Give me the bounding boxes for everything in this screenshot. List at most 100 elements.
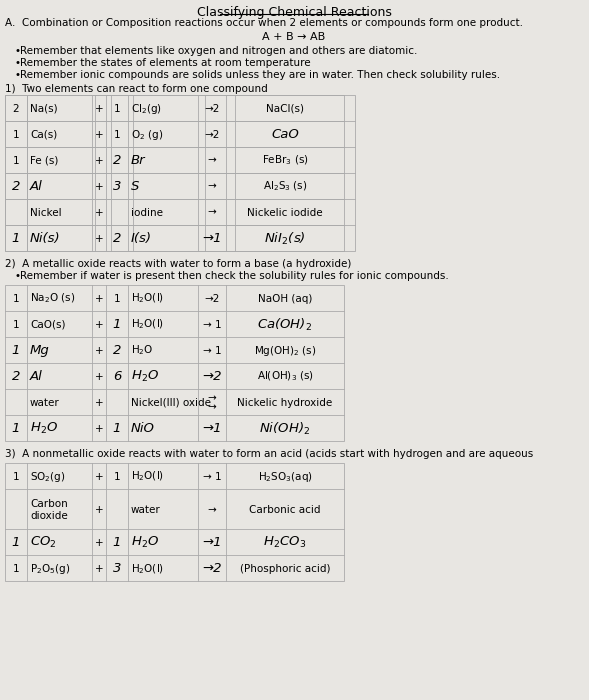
Text: 2: 2 <box>13 104 19 113</box>
Text: NaCl(s): NaCl(s) <box>266 104 304 113</box>
Text: →: → <box>208 155 216 165</box>
Text: +: + <box>95 372 103 382</box>
Text: →2: →2 <box>202 370 221 383</box>
Text: H$_2$O: H$_2$O <box>131 369 159 384</box>
Text: NiO: NiO <box>131 422 155 435</box>
Text: S: S <box>131 180 140 193</box>
Text: Al: Al <box>30 180 43 193</box>
Text: Na(s): Na(s) <box>30 104 58 113</box>
Text: +: + <box>95 319 103 330</box>
Text: NiI$_2$(s): NiI$_2$(s) <box>264 230 306 246</box>
Text: Carbonic acid: Carbonic acid <box>249 505 321 515</box>
Text: 1: 1 <box>13 319 19 330</box>
Text: →: → <box>208 181 216 192</box>
Text: NaOH (aq): NaOH (aq) <box>258 293 312 304</box>
Text: Al(OH)$_3$ (s): Al(OH)$_3$ (s) <box>257 370 313 384</box>
Text: Na$_2$O (s): Na$_2$O (s) <box>30 292 75 305</box>
Bar <box>5 95 344 251</box>
Text: H$_2$O(l): H$_2$O(l) <box>131 318 164 331</box>
Text: +: + <box>95 293 103 304</box>
Text: H$_2$O(l): H$_2$O(l) <box>131 470 164 483</box>
Text: 1: 1 <box>114 130 120 139</box>
Text: →2: →2 <box>204 104 220 113</box>
Text: 1: 1 <box>13 564 19 574</box>
Text: +: + <box>95 346 103 356</box>
Text: iodine: iodine <box>131 207 163 218</box>
Text: Remember the states of elements at room temperature: Remember the states of elements at room … <box>20 58 310 68</box>
Text: 1: 1 <box>113 318 121 331</box>
Text: O$_2$ (g): O$_2$ (g) <box>131 127 163 141</box>
Text: Br: Br <box>131 154 145 167</box>
Text: •: • <box>14 70 20 80</box>
Text: CO$_2$: CO$_2$ <box>30 536 57 550</box>
Text: 1: 1 <box>13 472 19 482</box>
Text: Ni(s): Ni(s) <box>30 232 61 245</box>
Text: Al$_2$S$_3$ (s): Al$_2$S$_3$ (s) <box>263 180 307 193</box>
Text: +: + <box>95 398 103 407</box>
Text: 6: 6 <box>113 370 121 383</box>
Text: 3)  A nonmetallic oxide reacts with water to form an acid (acids start with hydr: 3) A nonmetallic oxide reacts with water… <box>5 449 533 459</box>
Text: 1: 1 <box>114 104 120 113</box>
Text: Ni(OH)$_2$: Ni(OH)$_2$ <box>259 421 310 437</box>
Text: A.  Combination or Composition reactions occur when 2 elements or compounds form: A. Combination or Composition reactions … <box>5 18 523 28</box>
Text: Ca(s): Ca(s) <box>30 130 57 139</box>
Text: Nickel: Nickel <box>30 207 62 218</box>
Text: Nickelic iodide: Nickelic iodide <box>247 207 323 218</box>
Text: 2)  A metallic oxide reacts with water to form a base (a hydroxide): 2) A metallic oxide reacts with water to… <box>5 259 352 269</box>
Text: CaO: CaO <box>271 128 299 141</box>
Text: Mg(OH)$_2$ (s): Mg(OH)$_2$ (s) <box>254 344 316 358</box>
Text: 2: 2 <box>113 232 121 245</box>
Text: Nickelic hydroxide: Nickelic hydroxide <box>237 398 333 407</box>
Text: H$_2$O: H$_2$O <box>30 421 58 436</box>
Text: → 1: → 1 <box>203 346 221 356</box>
Text: H$_2$O(l): H$_2$O(l) <box>131 562 164 575</box>
Text: →1: →1 <box>202 536 221 550</box>
Text: SO$_2$(g): SO$_2$(g) <box>30 470 65 484</box>
Text: Cl$_2$(g): Cl$_2$(g) <box>131 102 162 116</box>
Text: H$_2$O: H$_2$O <box>131 536 159 550</box>
Text: H$_2$CO$_3$: H$_2$CO$_3$ <box>263 536 307 550</box>
Text: Remember that elements like oxygen and nitrogen and others are diatomic.: Remember that elements like oxygen and n… <box>20 46 418 56</box>
Text: →2: →2 <box>204 130 220 139</box>
Text: →: → <box>208 393 216 403</box>
Text: water: water <box>131 505 161 515</box>
Text: →2: →2 <box>202 562 221 575</box>
Text: 1: 1 <box>12 536 20 550</box>
Text: 3: 3 <box>113 180 121 193</box>
Text: 1)  Two elements can react to form one compound: 1) Two elements can react to form one co… <box>5 84 268 94</box>
Text: H$_2$SO$_3$(aq): H$_2$SO$_3$(aq) <box>257 470 312 484</box>
Bar <box>5 463 344 581</box>
Text: 2: 2 <box>113 344 121 357</box>
Bar <box>5 95 355 251</box>
Text: Fe (s): Fe (s) <box>30 155 58 165</box>
Text: Classifying Chemical Reactions: Classifying Chemical Reactions <box>197 6 392 19</box>
Text: Nickel(III) oxide: Nickel(III) oxide <box>131 398 211 407</box>
Text: H$_2$O: H$_2$O <box>131 344 154 358</box>
Bar <box>5 285 344 441</box>
Text: 2: 2 <box>12 370 20 383</box>
Text: +: + <box>95 181 103 192</box>
Text: Carbon
dioxide: Carbon dioxide <box>30 499 68 521</box>
Text: 1: 1 <box>13 155 19 165</box>
Text: +: + <box>95 538 103 548</box>
Text: 1: 1 <box>114 293 120 304</box>
Text: Remember ionic compounds are solids unless they are in water. Then check solubil: Remember ionic compounds are solids unle… <box>20 70 500 80</box>
Text: → 1: → 1 <box>203 472 221 482</box>
Text: 2: 2 <box>113 154 121 167</box>
Text: +: + <box>95 424 103 433</box>
Text: →2: →2 <box>204 293 220 304</box>
Text: FeBr$_3$ (s): FeBr$_3$ (s) <box>262 154 308 167</box>
Text: →1: →1 <box>202 422 221 435</box>
Text: 1: 1 <box>13 293 19 304</box>
Text: Mg: Mg <box>30 344 49 357</box>
Text: Al: Al <box>30 370 43 383</box>
Text: 1: 1 <box>113 536 121 550</box>
Text: +: + <box>95 564 103 574</box>
Text: +: + <box>95 104 103 113</box>
Text: (Phosphoric acid): (Phosphoric acid) <box>240 564 330 574</box>
Text: 1: 1 <box>12 344 20 357</box>
Text: I(s): I(s) <box>131 232 152 245</box>
Text: •: • <box>14 271 20 281</box>
Text: P$_2$O$_5$(g): P$_2$O$_5$(g) <box>30 562 70 576</box>
Text: 1: 1 <box>113 422 121 435</box>
